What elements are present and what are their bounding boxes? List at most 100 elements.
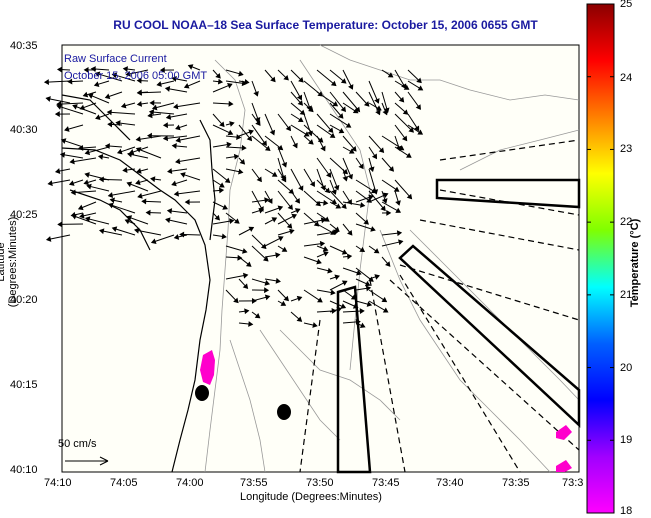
- current-vector-head: [308, 106, 314, 113]
- current-vector-head: [156, 81, 162, 87]
- current-vector-head: [264, 145, 271, 152]
- current-vector-head: [242, 283, 249, 290]
- current-vector-head: [54, 111, 60, 118]
- current-vector-head: [125, 70, 131, 77]
- current-vector-head: [408, 127, 414, 133]
- current-vector-head: [126, 151, 133, 158]
- current-vector-head: [72, 104, 78, 110]
- current-vector-head: [70, 189, 76, 196]
- current-vector-head: [67, 78, 73, 85]
- current-vector-head: [333, 184, 340, 191]
- current-vector-head: [350, 294, 357, 300]
- current-vector-head: [283, 74, 289, 81]
- current-vector-head: [77, 204, 84, 211]
- current-vector-head: [340, 78, 347, 84]
- current-vector-head: [227, 129, 234, 136]
- current-vector-head: [356, 269, 362, 276]
- current-vector-head: [346, 253, 353, 260]
- current-vector-head: [68, 180, 75, 186]
- current-vector-head: [173, 190, 179, 197]
- current-vector: [108, 203, 136, 214]
- current-vector-head: [135, 136, 141, 143]
- current-vector-head: [150, 176, 156, 183]
- current-vector-head: [248, 129, 254, 135]
- current-vector-head: [255, 120, 261, 126]
- x-tick-label: 74:00: [176, 477, 204, 489]
- current-vector-head: [275, 252, 281, 259]
- y-axis-label: Latitude (Degrees:Minutes): [0, 216, 19, 308]
- current-vector-head: [267, 198, 273, 204]
- y-tick-label: 40:10: [10, 464, 38, 476]
- current-vector-head: [275, 277, 281, 284]
- current-vector-head: [376, 105, 382, 111]
- current-vector-head: [401, 135, 408, 142]
- y-tick-label: 40:15: [10, 379, 38, 391]
- x-tick-label: 73:40: [436, 477, 464, 489]
- current-vector-head: [214, 214, 221, 221]
- current-vector-head: [317, 297, 323, 303]
- current-vector-head: [54, 168, 61, 174]
- buoy-marker: [195, 385, 209, 401]
- current-vector-head: [281, 176, 287, 183]
- current-vector-head: [308, 139, 314, 145]
- current-vector-head: [331, 198, 337, 205]
- current-vector-head: [319, 240, 326, 247]
- current-vector-head: [137, 193, 143, 199]
- current-vector-head: [233, 297, 239, 304]
- colorbar-tick-label: 25: [620, 0, 633, 10]
- current-vector-head: [396, 230, 403, 237]
- current-vector-head: [355, 318, 361, 325]
- colorbar-tick-marks: [587, 3, 614, 514]
- current-vector: [108, 190, 136, 197]
- current-vector: [136, 148, 162, 159]
- current-vector-head: [238, 70, 244, 77]
- current-vector-head: [60, 138, 67, 144]
- current-vector-head: [366, 301, 373, 307]
- current-vector: [57, 102, 84, 105]
- current-vector-head: [360, 202, 366, 208]
- current-vector-head: [368, 166, 375, 173]
- current-vector-head: [175, 158, 181, 165]
- current-vector-head: [271, 171, 278, 177]
- current-vector: [329, 113, 351, 128]
- current-vector-head: [375, 109, 381, 116]
- current-vector-head: [116, 148, 123, 155]
- current-vector-head: [341, 203, 347, 209]
- current-vector-head: [323, 199, 329, 206]
- current-vector-head: [287, 204, 293, 210]
- x-tick-label: 73:55: [240, 477, 268, 489]
- current-vector: [44, 80, 71, 83]
- current-vector-head: [180, 172, 186, 178]
- current-vector-head: [315, 200, 321, 207]
- sst-patches: [200, 350, 572, 472]
- x-tick-label: 74:05: [110, 477, 138, 489]
- current-vector-head: [330, 80, 337, 87]
- current-vector-head: [64, 126, 70, 132]
- current-vector: [173, 102, 201, 108]
- current-vector-head: [47, 180, 53, 187]
- current-vector-head: [271, 217, 278, 223]
- current-vector-head: [297, 100, 304, 106]
- current-vector-head: [307, 130, 313, 137]
- current-vector-head: [173, 234, 180, 240]
- current-vector-head: [334, 274, 340, 281]
- current-vector-head: [329, 132, 336, 138]
- current-vector-head: [281, 246, 288, 252]
- current-vector-head: [320, 145, 326, 152]
- current-vector-head: [222, 204, 228, 210]
- current-vector-head: [292, 142, 298, 149]
- current-vector-head: [258, 207, 264, 214]
- current-vector-head: [281, 161, 288, 168]
- current-vector-head: [183, 83, 190, 89]
- current-vector-head: [333, 229, 339, 236]
- current-vector-head: [56, 104, 62, 110]
- current-vector: [368, 190, 386, 211]
- current-vector-head: [229, 218, 235, 225]
- current-vector-head: [84, 149, 91, 156]
- current-vector: [290, 168, 304, 191]
- current-vector-head: [262, 256, 269, 262]
- current-vector-head: [380, 205, 386, 212]
- colorbar-tick-label: 18: [620, 505, 633, 517]
- current-vector-head: [338, 128, 345, 134]
- current-vector-head: [395, 207, 402, 213]
